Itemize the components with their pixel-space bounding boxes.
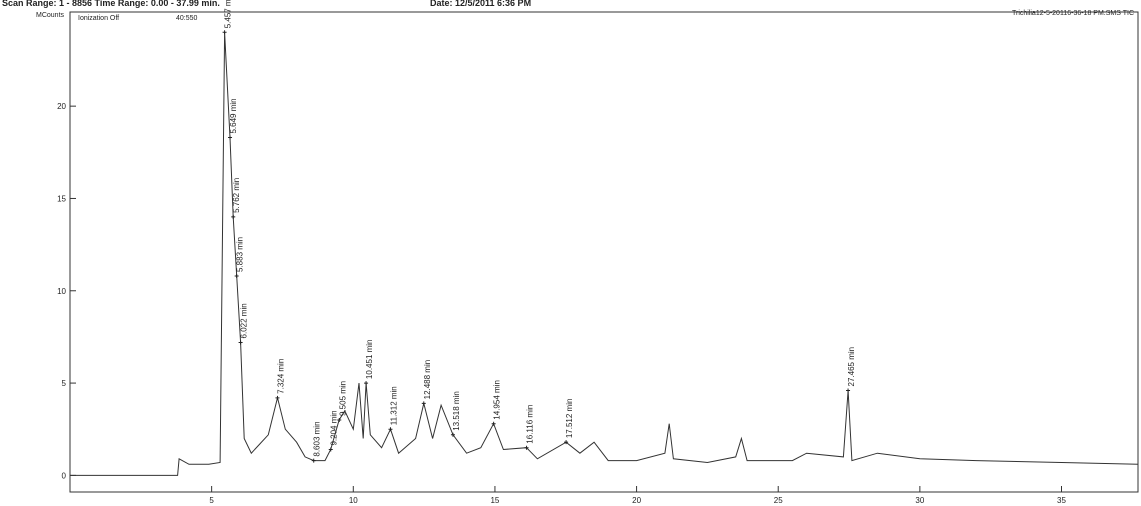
plot-frame: [69, 11, 1139, 493]
peak-marker: [238, 340, 243, 345]
peak-marker: [311, 458, 316, 463]
peak-label: 14.954 min: [493, 380, 502, 420]
x-tick-label: 25: [774, 496, 783, 505]
y-label: MCounts: [36, 12, 65, 19]
x-tick-label: 30: [915, 496, 924, 505]
y-tick-label: 5: [62, 379, 67, 388]
scan-range: Scan Range: 1 - 8856 Time Range: 0.00 - …: [2, 0, 220, 8]
x-tick-label: 15: [490, 496, 499, 505]
peak-label: 11.312 min: [389, 386, 398, 425]
peak-marker: [275, 395, 280, 400]
peak-marker: [421, 401, 426, 406]
peak-label: 16.116 min: [526, 405, 535, 444]
peak-marker: [222, 30, 227, 35]
peak-label: 9.204 min: [330, 410, 339, 445]
peak-marker: [564, 440, 569, 445]
peak-marker: [364, 381, 369, 386]
peak-marker: [228, 135, 233, 140]
y-tick-label: 10: [57, 287, 66, 296]
x-tick-label: 35: [1057, 496, 1066, 505]
peak-marker: [234, 274, 239, 278]
peak-label: 6.022 min: [240, 303, 249, 338]
y-tick-label: 15: [57, 194, 66, 203]
x-tick-label: 5: [209, 496, 214, 505]
peak-label: 7.324 min: [276, 359, 285, 394]
peak-label: 5.457 min: [224, 0, 233, 28]
peak-label: 27.465 min: [847, 347, 856, 387]
peak-label: 9.505 min: [338, 381, 347, 416]
peak-marker: [846, 388, 851, 393]
y-tick-label: 20: [57, 102, 66, 111]
peak-marker: [450, 432, 455, 437]
peak-marker: [388, 427, 393, 432]
peak-label: 13.518 min: [452, 391, 461, 431]
peak-marker: [491, 421, 496, 426]
peak-label: 17.512 min: [565, 399, 574, 439]
mass-range: 40:550: [176, 15, 198, 22]
peak-marker: [328, 447, 333, 452]
peak-label: 10.451 min: [365, 339, 374, 379]
peak-label: 12.488 min: [423, 360, 432, 400]
file-name: Trichilia12-5-20116-36-18 PM.SMS TIC: [1012, 10, 1134, 17]
peak-label: 5.883 min: [236, 237, 245, 272]
peak-label: 5.762 min: [232, 178, 241, 213]
peak-marker: [337, 418, 342, 422]
chromatogram-line: [70, 32, 1139, 476]
y-tick-label: 0: [62, 471, 67, 480]
peak-label: 5.649 min: [229, 98, 238, 133]
peak-marker: [524, 445, 529, 450]
ionization: Ionization Off: [78, 15, 119, 22]
x-tick-label: 20: [632, 496, 641, 505]
peak-marker: [231, 214, 236, 219]
date: Date: 12/5/2011 6:36 PM: [430, 0, 531, 8]
peak-label: 8.603 min: [313, 421, 322, 456]
x-tick-label: 10: [349, 496, 358, 505]
